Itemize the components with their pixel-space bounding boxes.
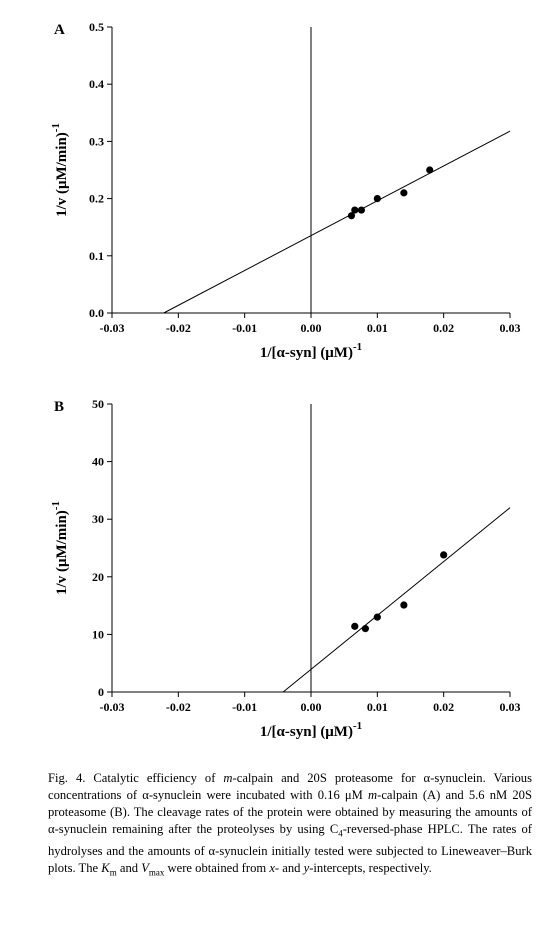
y-tick-label: 0.4 [89,77,104,91]
data-point [373,195,381,203]
x-tick-label: -0.02 [166,700,191,714]
data-point [400,189,408,197]
regression-line [163,130,511,314]
data-point [426,166,434,174]
y-tick-label: 40 [92,455,104,469]
x-tick-label: 0.01 [367,700,388,714]
figure-charts: 0.0 0.1 0.2 0.3 0.4 0.5 -0.03 -0.02 -0.01 0.00 0.0… [50,20,521,740]
x-tick-label: -0.01 [232,321,257,335]
x-tick-label: -0.01 [232,700,257,714]
y-axis-title-exponent: -1 [50,501,62,510]
x-axis-title-exponent: -1 [353,720,362,732]
y-tick-label: 0.5 [89,20,104,34]
x-tick-label: -0.02 [166,321,191,335]
x-axis-title-text: 1/[α-syn] (μM) [260,345,353,361]
chart-panel-b: 0 10 20 30 40 50 -0.03 -0.02 -0.01 0.00 0.01 0.02 0.… [50,397,521,740]
figure-caption: Fig. 4. Catalytic efficiency of m-calpai… [48,771,532,878]
x-tick-label: 0.00 [301,700,322,714]
x-tick-label: 0.01 [367,321,388,335]
y-tick-label: 50 [92,397,104,411]
x-tick-label: 0.00 [301,321,322,335]
data-point [351,622,359,630]
x-tick-label: 0.03 [500,700,521,714]
y-axis-title-exponent: -1 [50,123,62,132]
panel-label: B [54,399,64,415]
data-point [440,551,448,559]
x-axis-title-text: 1/[α-syn] (μM) [260,724,353,740]
data-point [361,625,369,633]
data-point [373,613,381,621]
y-tick-label: 10 [92,627,104,641]
x-tick-label: 0.02 [433,700,454,714]
y-axis-title: 1/v (μM/min)-1 [50,501,70,595]
y-axis-title-text: 1/v (μM/min) [54,132,70,217]
x-axis-title: 1/[α-syn] (μM)-1 [260,341,362,361]
x-axis-title: 1/[α-syn] (μM)-1 [260,720,362,740]
data-point [400,601,408,609]
y-tick-label: 20 [92,570,104,584]
x-axis-title-exponent: -1 [353,341,362,353]
y-tick-label: 0.1 [89,249,104,263]
y-axis-title: 1/v (μM/min)-1 [50,123,70,217]
y-tick-label: 0.2 [89,192,104,206]
data-point [357,206,366,214]
data-point [347,212,356,220]
y-tick-label: 30 [92,512,104,526]
panel-label: A [54,22,65,38]
x-tick-label: 0.02 [433,321,454,335]
x-tick-label: -0.03 [100,700,125,714]
y-axis-title-text: 1/v (μM/min) [54,510,70,595]
regression-line [282,507,511,693]
y-tick-label: 0.0 [89,306,104,320]
y-tick-label: 0 [98,685,104,699]
x-tick-label: -0.03 [100,321,125,335]
x-tick-label: 0.03 [500,321,521,335]
y-tick-label: 0.3 [89,134,104,148]
caption-fig-label: Fig. 4. [48,771,86,785]
chart-panel-a: 0.0 0.1 0.2 0.3 0.4 0.5 -0.03 -0.02 -0.01 0.00 0.0… [50,20,521,361]
data-point [351,206,359,214]
